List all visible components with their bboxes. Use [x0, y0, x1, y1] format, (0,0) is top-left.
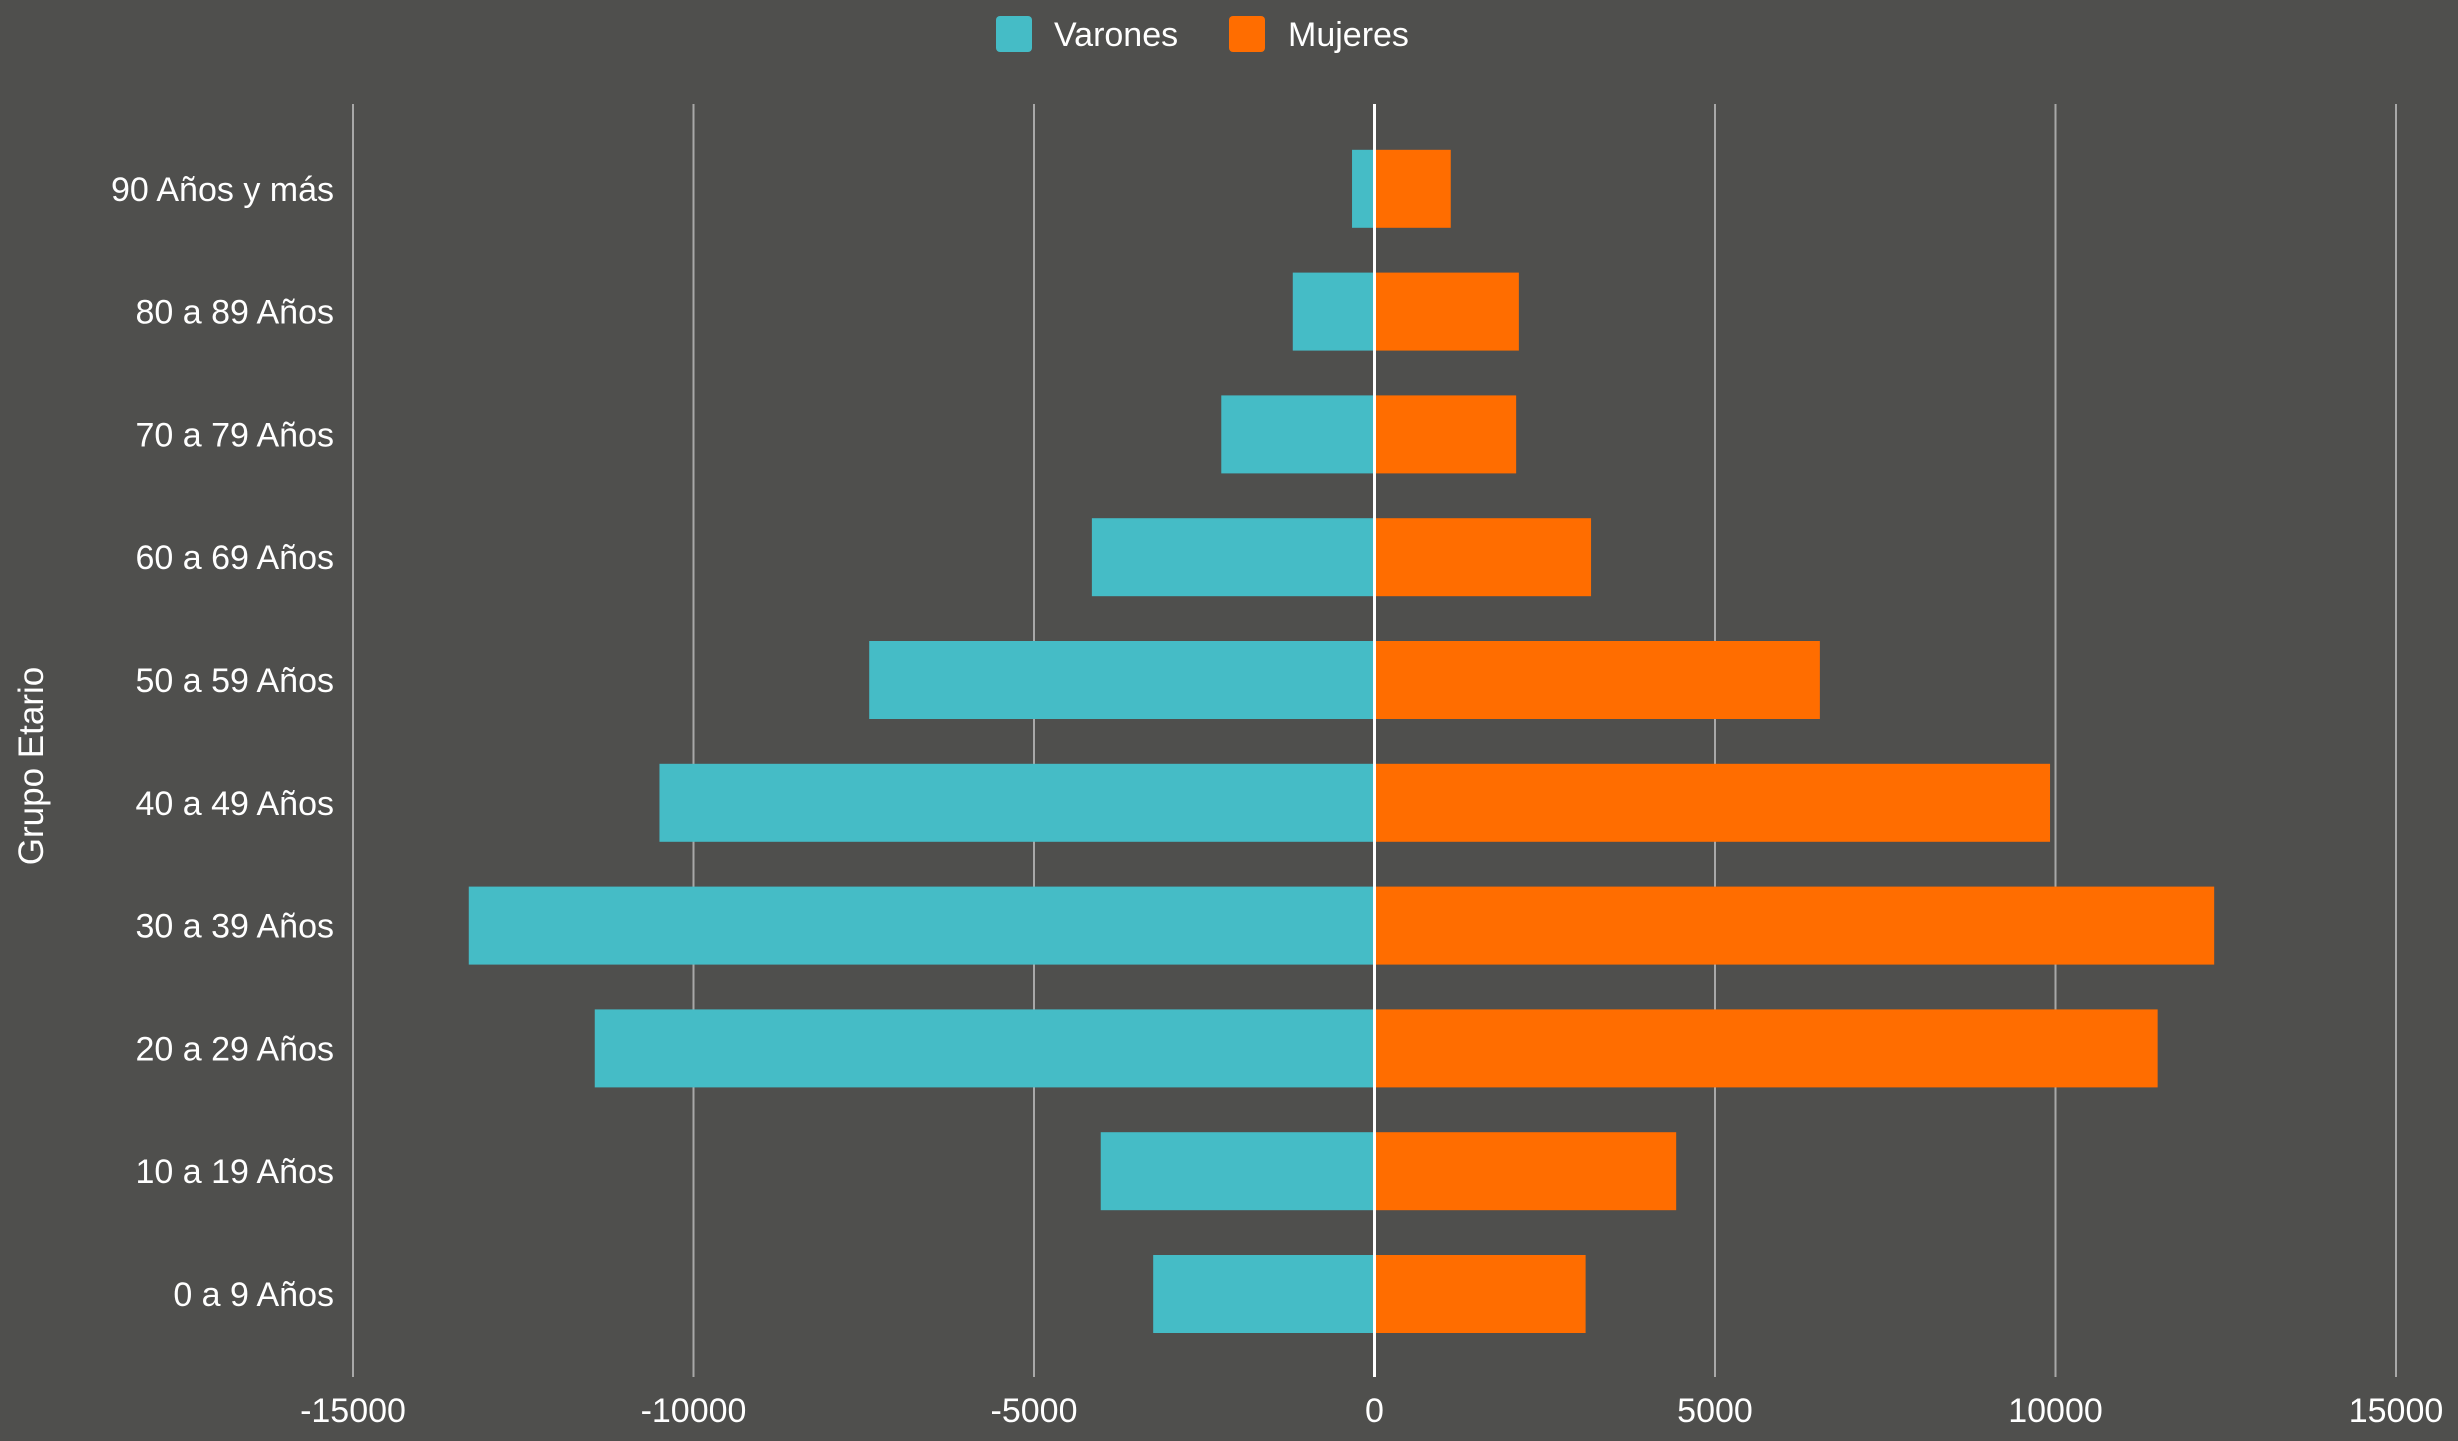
y-tick-labels: 0 a 9 Años 10 a 19 Años 20 a 29 Años 30 a 3… [111, 171, 334, 1314]
bar-mujeres-6 [1374, 518, 1592, 597]
y-tick-label: 0 a 9 Años [173, 1276, 334, 1314]
y-tick-label: 30 a 39 Años [135, 908, 334, 946]
bar-varones-6 [1091, 518, 1375, 597]
y-axis-title: Grupo Etario [12, 667, 51, 865]
bar-mujeres-3 [1374, 886, 2215, 965]
x-tick-label: 10000 [2008, 1392, 2103, 1430]
y-tick-label: 60 a 69 Años [135, 539, 334, 577]
bars [468, 149, 2215, 1333]
bar-mujeres-5 [1374, 641, 1820, 719]
x-tick-label: 15000 [2349, 1392, 2444, 1430]
y-tick-label: 90 Años y más [111, 171, 334, 209]
x-tick-label: -10000 [641, 1392, 747, 1430]
bar-mujeres-4 [1374, 763, 2051, 842]
bar-varones-2 [594, 1009, 1375, 1088]
x-tick-label: 5000 [1677, 1392, 1753, 1430]
legend-swatch-mujeres [1229, 16, 1265, 52]
bar-varones-5 [869, 641, 1375, 719]
y-tick-label: 10 a 19 Años [135, 1153, 334, 1191]
y-tick-label: 70 a 79 Años [135, 416, 334, 454]
y-tick-label: 20 a 29 Años [135, 1030, 334, 1068]
x-tick-labels: -15000 -10000 -5000 0 5000 10000 15000 [300, 1392, 2443, 1430]
legend-label-mujeres: Mujeres [1288, 16, 1409, 54]
bar-mujeres-2 [1374, 1009, 2158, 1088]
bar-mujeres-7 [1374, 395, 1517, 474]
bar-varones-1 [1100, 1132, 1375, 1211]
legend-label-varones: Varones [1054, 16, 1178, 54]
x-tick-label: 0 [1365, 1392, 1384, 1430]
bar-varones-7 [1221, 395, 1375, 474]
x-tick-label: -5000 [991, 1392, 1078, 1430]
y-tick-label: 50 a 59 Años [135, 662, 334, 700]
legend-swatch-varones [996, 16, 1032, 52]
legend: Varones Mujeres [996, 16, 1409, 54]
gridlines [352, 104, 2397, 1377]
bar-varones-0 [1153, 1255, 1375, 1333]
bar-mujeres-1 [1374, 1132, 1677, 1211]
bar-varones-3 [468, 886, 1375, 965]
bar-varones-9 [1352, 149, 1375, 228]
bar-mujeres-0 [1374, 1255, 1586, 1333]
x-tick-label: -15000 [300, 1392, 406, 1430]
bar-varones-8 [1292, 272, 1375, 351]
y-tick-label: 40 a 49 Años [135, 785, 334, 823]
bar-mujeres-9 [1374, 149, 1451, 228]
y-tick-label: 80 a 89 Años [135, 294, 334, 332]
bar-mujeres-8 [1374, 272, 1519, 351]
bar-varones-4 [659, 763, 1375, 842]
